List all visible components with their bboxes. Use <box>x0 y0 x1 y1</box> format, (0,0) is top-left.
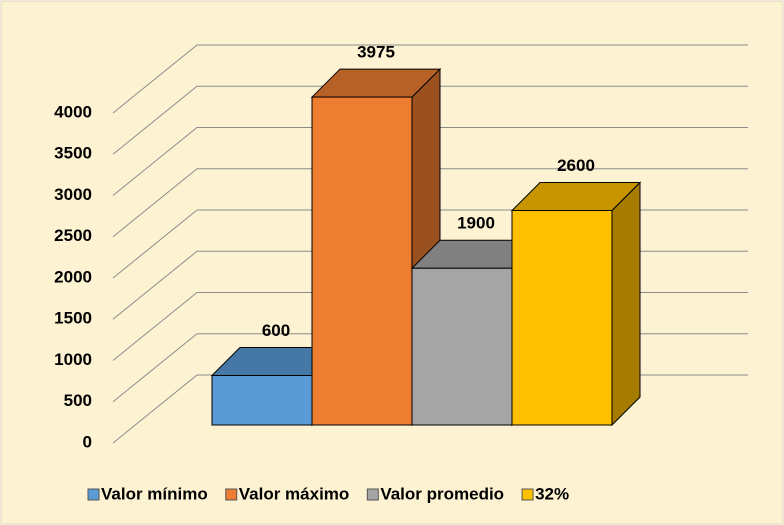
y-tick-label: 1000 <box>54 350 92 369</box>
grid-line <box>112 85 748 155</box>
legend-label: Valor máximo <box>239 484 350 503</box>
bar-side <box>611 181 641 427</box>
data-label: 2600 <box>557 156 595 175</box>
legend-label: 32% <box>535 484 569 503</box>
y-tick-label: 4000 <box>54 102 92 121</box>
legend-swatch <box>521 488 534 501</box>
bar <box>311 96 413 426</box>
y-tick-label: 2000 <box>54 267 92 286</box>
y-tick-label: 500 <box>64 391 92 410</box>
grid-line <box>112 127 748 196</box>
data-label: 3975 <box>357 43 395 62</box>
grid-line <box>112 168 748 238</box>
y-tick-label: 2500 <box>54 226 92 245</box>
bar <box>211 375 313 426</box>
grid-line <box>112 44 748 114</box>
y-tick-label: 1500 <box>54 309 92 328</box>
legend-label: Valor promedio <box>380 484 504 503</box>
legend-swatch <box>87 488 100 501</box>
y-tick-label: 3000 <box>54 185 92 204</box>
bar <box>511 210 613 426</box>
data-label: 600 <box>262 321 290 340</box>
data-label: 1900 <box>457 214 495 233</box>
legend-label: Valor mínimo <box>101 484 208 503</box>
bar <box>411 267 513 426</box>
legend-swatch <box>225 488 238 501</box>
legend-swatch <box>366 488 379 501</box>
y-tick-label: 0 <box>83 432 92 451</box>
y-tick-label: 3500 <box>54 144 92 163</box>
